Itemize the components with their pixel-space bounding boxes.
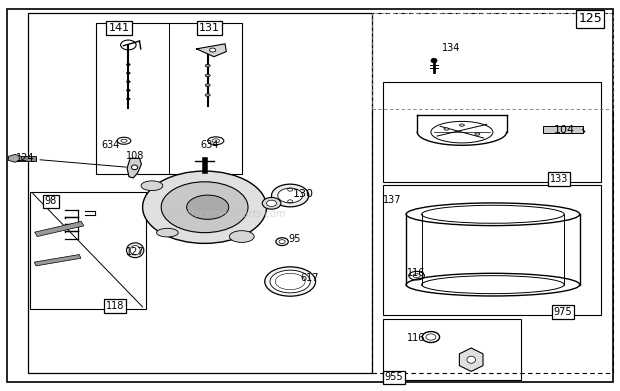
Text: 127: 127 [126, 247, 144, 257]
Ellipse shape [205, 74, 210, 77]
Bar [542, 126, 583, 133]
Ellipse shape [126, 63, 130, 66]
Ellipse shape [126, 72, 130, 74]
Ellipse shape [444, 128, 449, 130]
Text: 130: 130 [293, 188, 314, 199]
Ellipse shape [126, 98, 130, 100]
Ellipse shape [272, 184, 309, 207]
Polygon shape [197, 44, 226, 57]
Text: eReplacementParts.com: eReplacementParts.com [167, 209, 286, 219]
Bar [35, 221, 84, 237]
Ellipse shape [422, 205, 564, 223]
Ellipse shape [406, 273, 580, 296]
Ellipse shape [143, 171, 267, 243]
Text: 125: 125 [578, 12, 602, 25]
Ellipse shape [265, 267, 316, 296]
Ellipse shape [267, 200, 277, 206]
Text: 116: 116 [407, 268, 426, 278]
Ellipse shape [156, 228, 179, 237]
Text: 634: 634 [200, 140, 219, 151]
Bar [16, 156, 36, 161]
Ellipse shape [205, 94, 210, 96]
Text: 141: 141 [108, 23, 130, 33]
Text: 108: 108 [126, 151, 144, 161]
Ellipse shape [205, 64, 210, 67]
Text: 955: 955 [384, 372, 403, 382]
Ellipse shape [229, 231, 254, 242]
Bar [372, 13, 613, 109]
Text: 116: 116 [407, 333, 426, 343]
Text: 98: 98 [45, 196, 57, 206]
Polygon shape [459, 348, 483, 371]
Text: 104: 104 [554, 125, 575, 135]
Text: 124: 124 [16, 153, 34, 163]
Bar [34, 255, 81, 266]
Polygon shape [127, 158, 141, 178]
Text: 118: 118 [105, 301, 124, 311]
Ellipse shape [262, 197, 281, 209]
Ellipse shape [131, 165, 138, 170]
Ellipse shape [422, 276, 564, 294]
Ellipse shape [205, 84, 210, 87]
Ellipse shape [126, 243, 144, 258]
Ellipse shape [406, 203, 580, 226]
Ellipse shape [161, 182, 248, 233]
Ellipse shape [141, 181, 162, 190]
Text: 137: 137 [383, 195, 401, 205]
Text: 975: 975 [554, 307, 572, 317]
Ellipse shape [126, 81, 130, 83]
Text: 134: 134 [442, 43, 461, 53]
Ellipse shape [475, 133, 480, 135]
Ellipse shape [210, 48, 216, 52]
Text: 617: 617 [301, 273, 319, 283]
Ellipse shape [459, 124, 464, 126]
Ellipse shape [270, 270, 311, 293]
Bar [383, 82, 601, 182]
Ellipse shape [187, 195, 229, 219]
Bar [30, 192, 146, 309]
Text: 95: 95 [288, 234, 301, 244]
Ellipse shape [467, 356, 476, 363]
Polygon shape [9, 154, 21, 162]
Text: 133: 133 [550, 174, 569, 184]
Bar [383, 319, 521, 380]
Bar [383, 185, 601, 315]
Text: 131: 131 [199, 23, 220, 33]
Ellipse shape [130, 246, 140, 255]
Bar [28, 13, 372, 373]
Bar [372, 13, 613, 373]
Ellipse shape [278, 188, 303, 203]
Ellipse shape [431, 58, 437, 63]
Text: 634: 634 [101, 140, 120, 151]
Ellipse shape [126, 89, 130, 91]
Bar [96, 23, 242, 174]
